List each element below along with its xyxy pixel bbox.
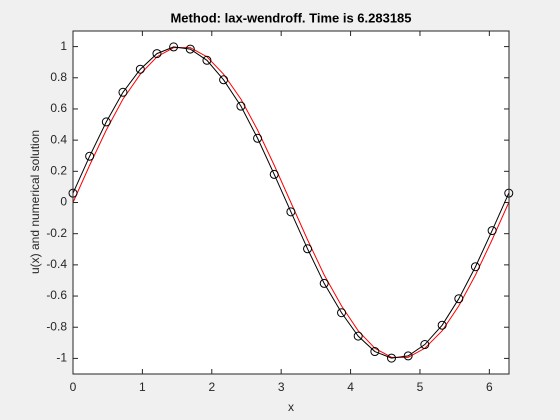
y-tick-label: 0.2 (50, 163, 67, 177)
x-tick-label: 2 (208, 380, 215, 394)
y-tick-label: 0.8 (50, 70, 67, 84)
x-tick-label: 6 (486, 380, 493, 394)
data-point (169, 42, 179, 52)
y-tick-label: -0.8 (46, 319, 67, 333)
y-tick-label: 1 (60, 39, 67, 53)
x-tick-label: 5 (417, 380, 424, 394)
data-point (152, 49, 162, 59)
axes-box (72, 30, 510, 375)
data-point (202, 55, 212, 65)
x-tick-label: 4 (347, 380, 354, 394)
data-point (420, 340, 430, 350)
series-line (72, 47, 510, 358)
y-tick-label: 0.6 (50, 101, 67, 115)
y-tick-label: -1 (56, 351, 67, 365)
y-tick-label: 0 (60, 195, 67, 209)
data-point (236, 101, 246, 111)
chart-title: Method: lax-wendroff. Time is 6.283185 (170, 10, 411, 25)
data-point (286, 207, 296, 217)
data-point (118, 87, 128, 97)
data-point (337, 308, 347, 318)
y-tick-label: -0.4 (46, 257, 67, 271)
x-tick-label: 3 (278, 380, 285, 394)
data-point (437, 320, 447, 330)
data-point (101, 117, 111, 127)
y-axis-label: u(x) and numerical solution (28, 130, 42, 274)
y-tick-label: 0.4 (50, 132, 67, 146)
x-tick-label: 0 (70, 380, 77, 394)
y-tick-label: -0.2 (46, 226, 67, 240)
data-point (387, 353, 397, 363)
data-point (219, 75, 229, 85)
data-point (85, 151, 95, 161)
x-axis-label: x (288, 400, 294, 414)
data-point (135, 64, 145, 74)
data-point (319, 278, 329, 288)
data-point (353, 331, 363, 341)
series-line (72, 46, 510, 359)
data-point (185, 44, 195, 54)
x-tick-label: 1 (139, 380, 146, 394)
data-point (303, 244, 313, 254)
data-point (253, 133, 263, 143)
data-point (470, 262, 480, 272)
data-point (370, 347, 380, 357)
data-point (269, 169, 279, 179)
y-tick-label: -0.6 (46, 288, 67, 302)
data-point (454, 294, 464, 304)
data-point (487, 226, 497, 236)
data-point (403, 351, 413, 361)
